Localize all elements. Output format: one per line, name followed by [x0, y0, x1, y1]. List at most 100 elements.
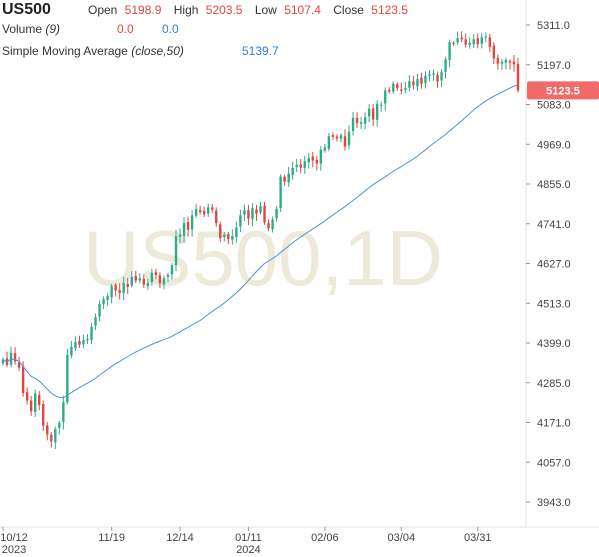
candle-body — [343, 136, 347, 147]
x-tick-label: 02/06 — [311, 532, 339, 544]
candle-body — [82, 339, 85, 345]
candle-body — [492, 45, 496, 59]
candle-body — [496, 57, 500, 64]
candle-body — [271, 219, 274, 230]
candle-body — [283, 176, 286, 182]
last-price-label: 5123.5 — [546, 85, 580, 97]
candle-body — [331, 135, 335, 137]
candle-body — [408, 81, 411, 88]
candle-body — [275, 208, 278, 219]
candle-body — [114, 285, 117, 291]
candle-body — [339, 135, 343, 139]
candle-body — [182, 223, 186, 236]
candle-body — [432, 73, 435, 75]
candle-body — [29, 400, 33, 412]
legend-header: US500 — [2, 1, 51, 19]
candle-body — [38, 394, 41, 406]
close-value: 5123.5 — [371, 3, 408, 17]
candle-body — [219, 224, 222, 239]
candle-body — [21, 366, 25, 393]
high-label: High — [173, 3, 199, 17]
candle-body — [359, 122, 363, 124]
y-tick-label: 4741.0 — [537, 219, 571, 231]
candle-body — [456, 38, 459, 43]
candle-body — [279, 176, 282, 209]
sma-label: Simple Moving Average — [2, 44, 128, 58]
candle-body — [243, 210, 246, 215]
low-label: Low — [254, 3, 277, 17]
candle-body — [412, 81, 415, 86]
candle-body — [347, 131, 351, 146]
candle-body — [396, 84, 399, 89]
candle-body — [146, 283, 150, 287]
candle-body — [488, 37, 492, 47]
sma-value: 5139.7 — [242, 44, 279, 58]
candle-body — [380, 104, 383, 106]
candle-body — [484, 36, 488, 38]
candle-body — [311, 156, 315, 161]
candle-body — [335, 136, 339, 139]
candle-body — [90, 326, 93, 340]
candle-body — [227, 234, 230, 240]
candle-body — [33, 393, 37, 413]
candle-body — [150, 272, 154, 282]
candle-body — [98, 303, 101, 317]
candle-body — [58, 422, 61, 428]
candle-body — [142, 278, 146, 285]
candle-body — [480, 37, 483, 44]
candle-body — [54, 429, 57, 443]
x-tick-year-label: 2023 — [2, 544, 26, 556]
candle-body — [223, 234, 226, 237]
y-tick-label: 3943.0 — [537, 497, 571, 509]
candle-body — [158, 275, 162, 284]
candle-body — [263, 205, 266, 223]
candle-body — [448, 42, 451, 60]
candle-body — [400, 89, 403, 91]
sma-legend: Simple Moving Average (close,50) — [2, 44, 184, 58]
candle-body — [17, 362, 21, 368]
x-tick-label: 03/04 — [388, 532, 416, 544]
candle-body — [299, 164, 302, 168]
candle-body — [375, 103, 379, 120]
watermark-text: US500,1D — [83, 214, 443, 302]
candle-body — [122, 283, 125, 294]
candle-body — [512, 61, 516, 65]
y-tick-label: 4627.0 — [537, 259, 571, 271]
high-value: 5203.5 — [205, 3, 243, 17]
candle-body — [198, 210, 202, 213]
volume-param: (9) — [45, 22, 61, 36]
candle-body — [388, 89, 391, 92]
y-tick-label: 4171.0 — [537, 418, 571, 430]
candle-body — [190, 215, 194, 230]
x-tick-label: 11/19 — [98, 532, 125, 544]
low-value: 5107.4 — [284, 3, 321, 17]
candle-body — [247, 210, 250, 219]
candle-body — [110, 286, 113, 298]
y-tick-label: 4057.0 — [537, 457, 571, 469]
candle-body — [118, 290, 121, 293]
candle-body — [428, 74, 431, 76]
candle-body — [444, 59, 447, 72]
volume-legend: Volume (9) — [2, 22, 60, 36]
candle-body — [351, 117, 355, 131]
candle-body — [508, 61, 512, 63]
candle-body — [500, 61, 504, 64]
close-label: Close — [333, 3, 364, 17]
candle-body — [291, 167, 294, 175]
candle-body — [138, 278, 141, 281]
y-tick-label: 4513.0 — [537, 298, 571, 310]
candle-body — [472, 39, 475, 45]
candle-body — [162, 278, 166, 285]
candle-body — [194, 209, 198, 216]
candle-body — [74, 341, 77, 349]
candle-body — [355, 117, 359, 123]
last-price-tag — [527, 81, 599, 100]
candle-body — [50, 434, 53, 442]
candle-body — [464, 39, 467, 45]
candle-body — [202, 210, 206, 215]
candle-body — [239, 215, 242, 227]
x-tick-label: 03/31 — [464, 532, 492, 544]
volume-value-1: 0.0 — [117, 22, 134, 36]
candle-body — [287, 173, 290, 183]
